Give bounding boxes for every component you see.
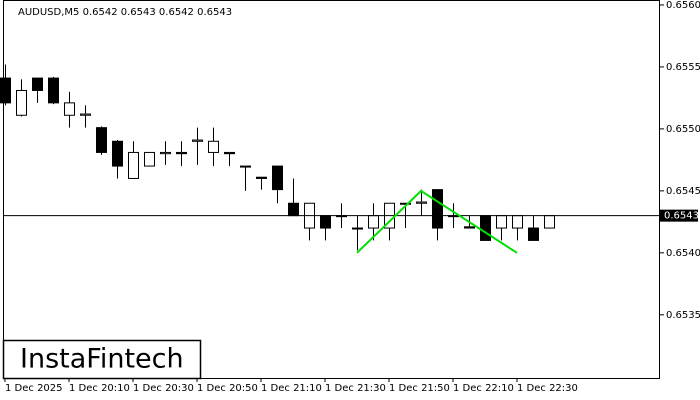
x-tick-label: 1 Dec 21:50 (389, 383, 450, 394)
candle-body (496, 215, 507, 229)
x-tick-label: 1 Dec 22:30 (517, 383, 578, 394)
candle-body (416, 201, 427, 204)
candle-body (0, 77, 11, 104)
candle-body (208, 140, 219, 153)
candle-body (144, 151, 155, 167)
pattern-line (356, 189, 518, 254)
candle-body (112, 140, 123, 167)
candle-body (544, 215, 555, 229)
candle-body (80, 113, 91, 116)
candle-body (432, 189, 443, 229)
x-tick-label: 1 Dec 20:50 (197, 383, 258, 394)
candle-body (128, 151, 139, 179)
candle-body (32, 77, 43, 91)
y-tick-label: 0.6535 (666, 310, 700, 321)
candle-body (464, 226, 475, 229)
candle-body (368, 215, 379, 229)
candle-body (48, 77, 59, 104)
x-tick-label: 1 Dec 20:30 (133, 383, 194, 394)
x-tick-label: 1 Dec 20:10 (69, 383, 130, 394)
price-label-box (660, 209, 698, 222)
plot-frame (3, 0, 660, 379)
watermark-box (2, 339, 202, 380)
candle-body (160, 151, 171, 155)
candle-body (240, 165, 251, 168)
price-label: 0.6543 (664, 211, 699, 222)
x-tick-label: 1 Dec 22:10 (453, 383, 514, 394)
candle-body (320, 215, 331, 229)
candle-body (176, 151, 187, 155)
candle-body (288, 202, 299, 217)
y-tick-label: 0.6555 (666, 62, 700, 73)
candle-body (352, 227, 363, 230)
candle-body (224, 151, 235, 155)
candle-body (512, 215, 523, 229)
watermark: InstaFintech (20, 344, 184, 375)
y-tick-label: 0.6545 (666, 186, 700, 197)
candle-body (272, 165, 283, 191)
y-tick-label: 0.6560 (666, 0, 700, 11)
y-tick-label: 0.6550 (666, 124, 700, 135)
candle-body (64, 102, 75, 116)
candle-body (480, 215, 491, 241)
candle-body (256, 176, 267, 179)
candle-body (16, 89, 27, 116)
candle-body (96, 127, 107, 153)
x-tick-label: 1 Dec 21:30 (325, 383, 386, 394)
chart-title: AUDUSD,M5 0.6542 0.6543 0.6542 0.6543 (18, 7, 232, 18)
x-tick-label: 1 Dec 21:10 (261, 383, 322, 394)
candle-body (528, 227, 539, 241)
x-tick-label: 1 Dec 2025 (5, 383, 63, 394)
y-tick-label: 0.6540 (666, 248, 700, 259)
candle-body (192, 139, 203, 142)
candle-body (400, 202, 411, 205)
